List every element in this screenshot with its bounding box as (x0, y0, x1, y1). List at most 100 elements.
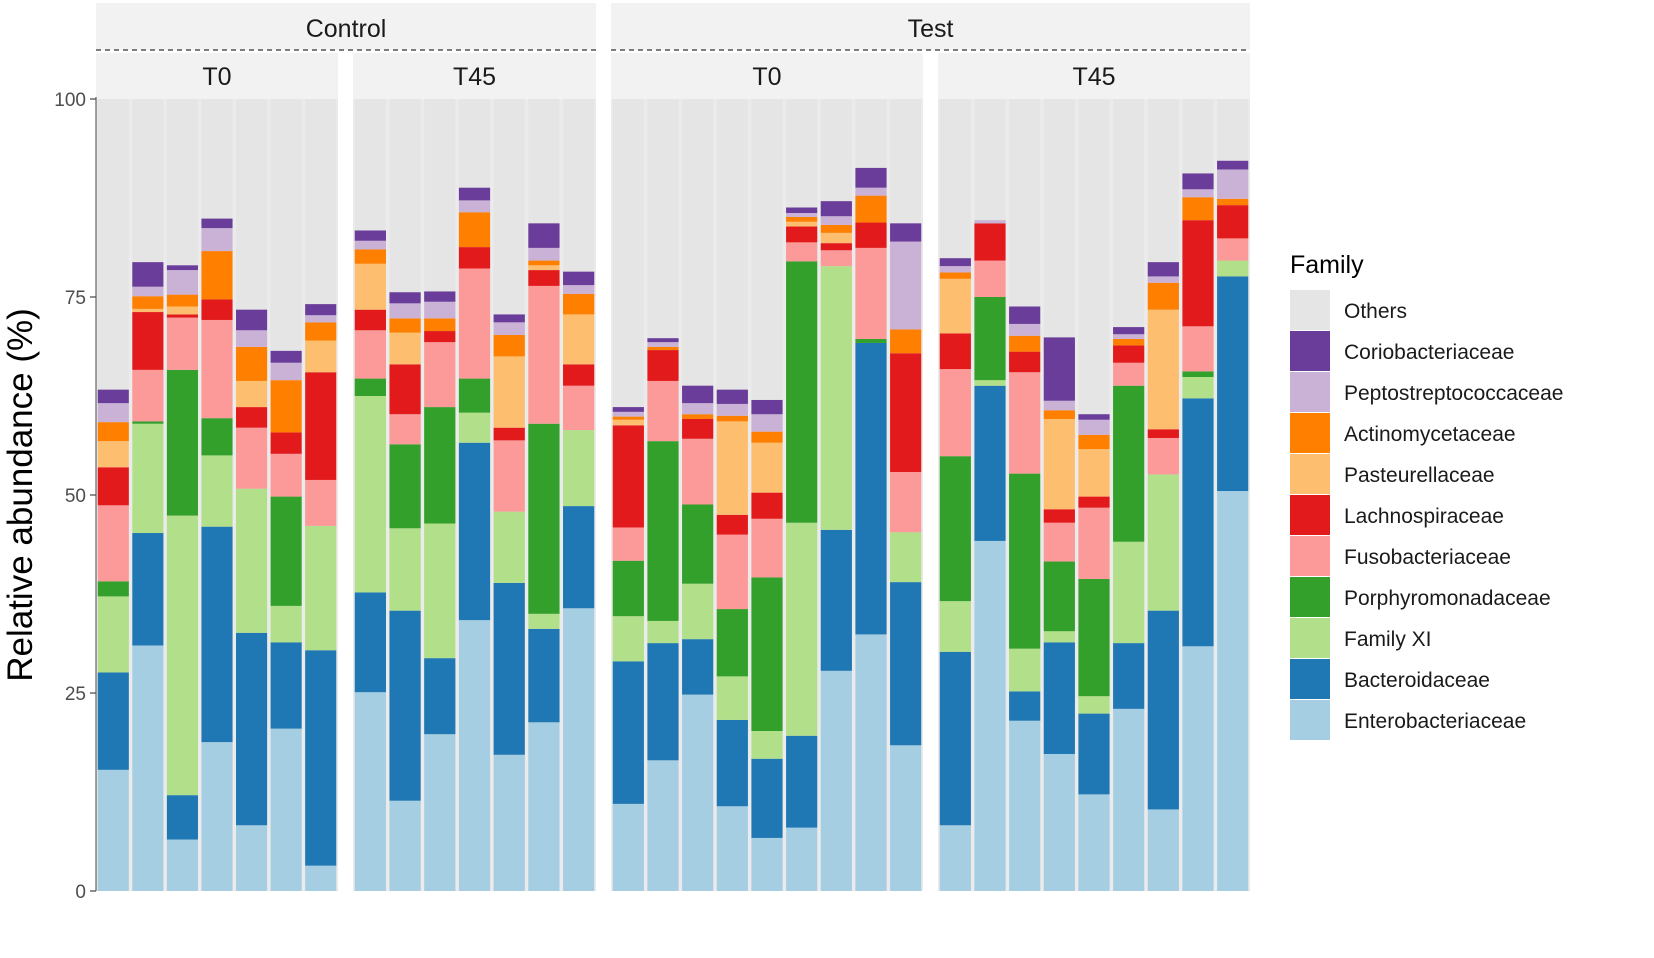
segment-family-xi (1078, 696, 1110, 714)
segment-peptostreptococcaceae (458, 200, 491, 213)
segment-coriobacteriaceae (1182, 173, 1214, 190)
legend-swatch-others (1290, 290, 1330, 330)
segment-actinomycetaceae (166, 294, 198, 307)
segment-actinomycetaceae (820, 224, 852, 233)
segment-fusobacteriaceae (1009, 372, 1041, 474)
legend-swatch-pasteurellaceae (1290, 454, 1330, 494)
segment-fusobacteriaceae (612, 527, 644, 561)
legend-swatch-lachnospiraceae (1290, 495, 1330, 535)
segment-peptostreptococcaceae (305, 315, 337, 323)
segment-bacteroidaceae (1113, 643, 1145, 709)
segment-peptostreptococcaceae (820, 216, 852, 225)
segment-bacteroidaceae (751, 758, 783, 838)
segment-fusobacteriaceae (493, 440, 525, 512)
segment-porphyromonadaceae (424, 407, 456, 524)
segment-enterobacteriaceae (974, 540, 1006, 891)
segment-coriobacteriaceae (1009, 306, 1041, 324)
segment-porphyromonadaceae (1113, 385, 1145, 542)
segment-lachnospiraceae (855, 222, 887, 248)
segment-porphyromonadaceae (528, 423, 560, 614)
segment-family-xi (820, 266, 852, 530)
segment-family-xi (493, 511, 525, 583)
segment-family-xi (647, 620, 679, 644)
segment-peptostreptococcaceae (424, 301, 456, 319)
segment-actinomycetaceae (751, 431, 783, 443)
bar-test-t45-1 (939, 99, 971, 891)
segment-bacteroidaceae (612, 661, 644, 804)
segment-fusobacteriaceae (786, 242, 818, 262)
segment-coriobacteriaceae (1043, 337, 1075, 401)
segment-porphyromonadaceae (612, 560, 644, 617)
segment-enterobacteriaceae (132, 645, 164, 891)
segment-coriobacteriaceae (132, 262, 164, 287)
segment-pasteurellaceae (389, 332, 421, 365)
segment-bacteroidaceae (1217, 276, 1249, 492)
segment-bacteroidaceae (647, 643, 679, 761)
segment-peptostreptococcaceae (528, 247, 560, 261)
segment-family-xi (1182, 376, 1214, 399)
segment-family-xi (716, 676, 748, 720)
segment-porphyromonadaceae (97, 581, 129, 597)
legend-item-actinomycetaceae: Actinomycetaceae (1290, 413, 1516, 453)
bar-control-t0-7 (305, 99, 337, 891)
bar-test-t0-4 (716, 99, 748, 891)
segment-lachnospiraceae (1217, 205, 1249, 239)
segment-coriobacteriaceae (1217, 160, 1249, 170)
segment-fusobacteriaceae (270, 453, 302, 497)
legend-label-pasteurellaceae: Pasteurellaceae (1344, 464, 1495, 487)
bar-control-t45-5 (493, 99, 525, 891)
segment-fusobacteriaceae (751, 518, 783, 578)
segment-actinomycetaceae (389, 318, 421, 333)
segment-peptostreptococcaceae (97, 403, 129, 423)
legend-item-lachnospiraceae: Lachnospiraceae (1290, 495, 1504, 535)
segment-coriobacteriaceae (458, 187, 491, 201)
segment-family-xi (890, 532, 922, 583)
segment-actinomycetaceae (647, 346, 679, 351)
segment-pasteurellaceae (493, 356, 525, 428)
segment-coriobacteriaceae (855, 167, 887, 188)
segment-actinomycetaceae (939, 272, 971, 279)
segment-bacteroidaceae (890, 582, 922, 746)
segment-enterobacteriaceae (305, 865, 337, 891)
segment-fusobacteriaceae (1217, 238, 1249, 261)
segment-peptostreptococcaceae (389, 303, 421, 319)
segment-peptostreptococcaceae (890, 241, 922, 330)
segment-family-xi (354, 396, 386, 593)
segment-pasteurellaceae (305, 340, 337, 373)
panel-strip-control-t0 (96, 53, 338, 99)
segment-fusobacteriaceae (201, 319, 233, 419)
segment-peptostreptococcaceae (716, 403, 748, 416)
segment-lachnospiraceae (647, 350, 679, 381)
segment-fusobacteriaceae (166, 317, 198, 370)
segment-enterobacteriaceae (389, 800, 421, 891)
segment-actinomycetaceae (97, 422, 129, 442)
legend-item-pasteurellaceae: Pasteurellaceae (1290, 454, 1495, 494)
segment-peptostreptococcaceae (236, 330, 268, 347)
segment-bacteroidaceae (166, 795, 198, 840)
bar-control-t45-4 (458, 99, 491, 891)
segment-pasteurellaceae (786, 221, 818, 227)
segment-porphyromonadaceae (682, 504, 714, 584)
bar-test-t0-3 (682, 99, 714, 891)
bar-test-t0-7 (820, 99, 852, 891)
segment-pasteurellaceae (716, 421, 748, 515)
legend-item-bacteroidaceae: Bacteroidaceae (1290, 659, 1490, 699)
segment-lachnospiraceae (1182, 220, 1214, 327)
segment-fusobacteriaceae (132, 369, 164, 422)
legend-label-porphyromonadaceae: Porphyromonadaceae (1344, 587, 1551, 610)
segment-family-xi (939, 601, 971, 652)
segment-fusobacteriaceae (354, 330, 386, 379)
segment-coriobacteriaceae (751, 399, 783, 415)
segment-actinomycetaceae (1217, 198, 1249, 206)
segment-bacteroidaceae (682, 639, 714, 695)
segment-porphyromonadaceae (1043, 561, 1075, 632)
segment-peptostreptococcaceae (786, 213, 818, 218)
segment-actinomycetaceae (612, 416, 644, 420)
segment-bacteroidaceae (354, 592, 386, 693)
segment-family-xi (974, 380, 1006, 386)
segment-coriobacteriaceae (786, 207, 818, 214)
legend-item-others: Others (1290, 290, 1407, 330)
bar-test-t0-5 (751, 99, 783, 891)
segment-porphyromonadaceae (201, 418, 233, 456)
